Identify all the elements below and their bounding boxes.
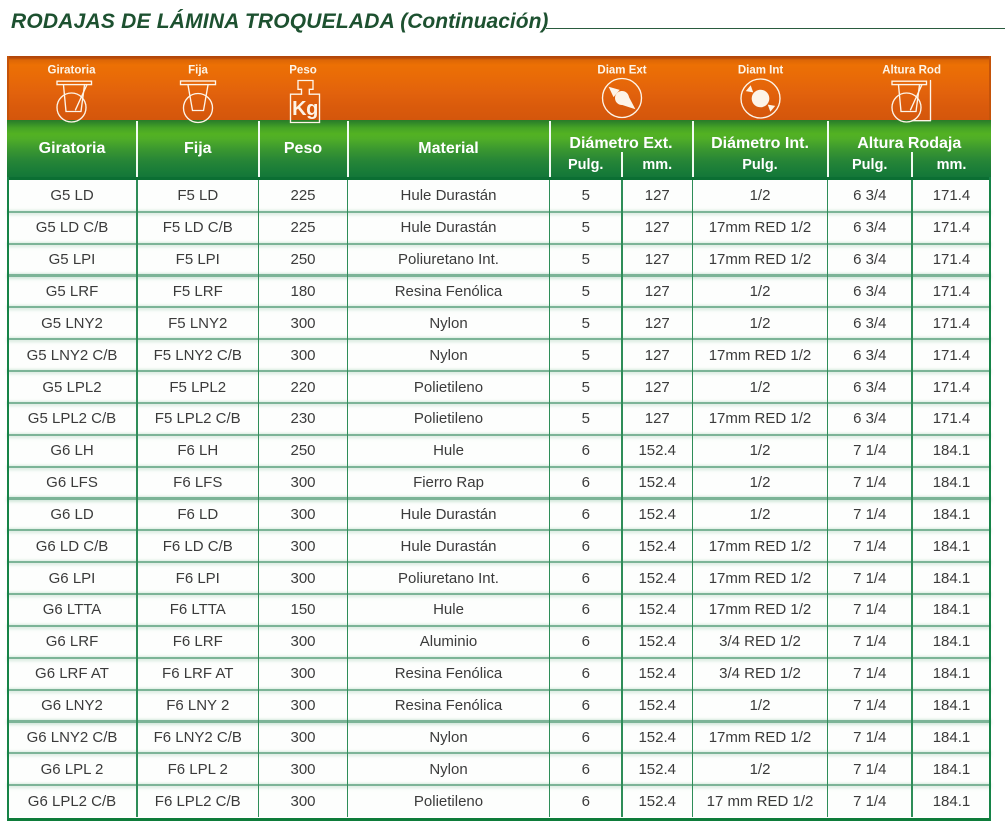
svg-text:Diam Ext: Diam Ext [597,65,646,77]
svg-text:Giratoria: Giratoria [48,65,97,77]
svg-text:Kg: Kg [292,98,318,120]
svg-text:Altura Rod: Altura Rod [882,65,941,77]
svg-text:Peso: Peso [289,65,317,77]
svg-text:Fija: Fija [188,65,208,77]
svg-text:Diam Int: Diam Int [738,65,784,77]
